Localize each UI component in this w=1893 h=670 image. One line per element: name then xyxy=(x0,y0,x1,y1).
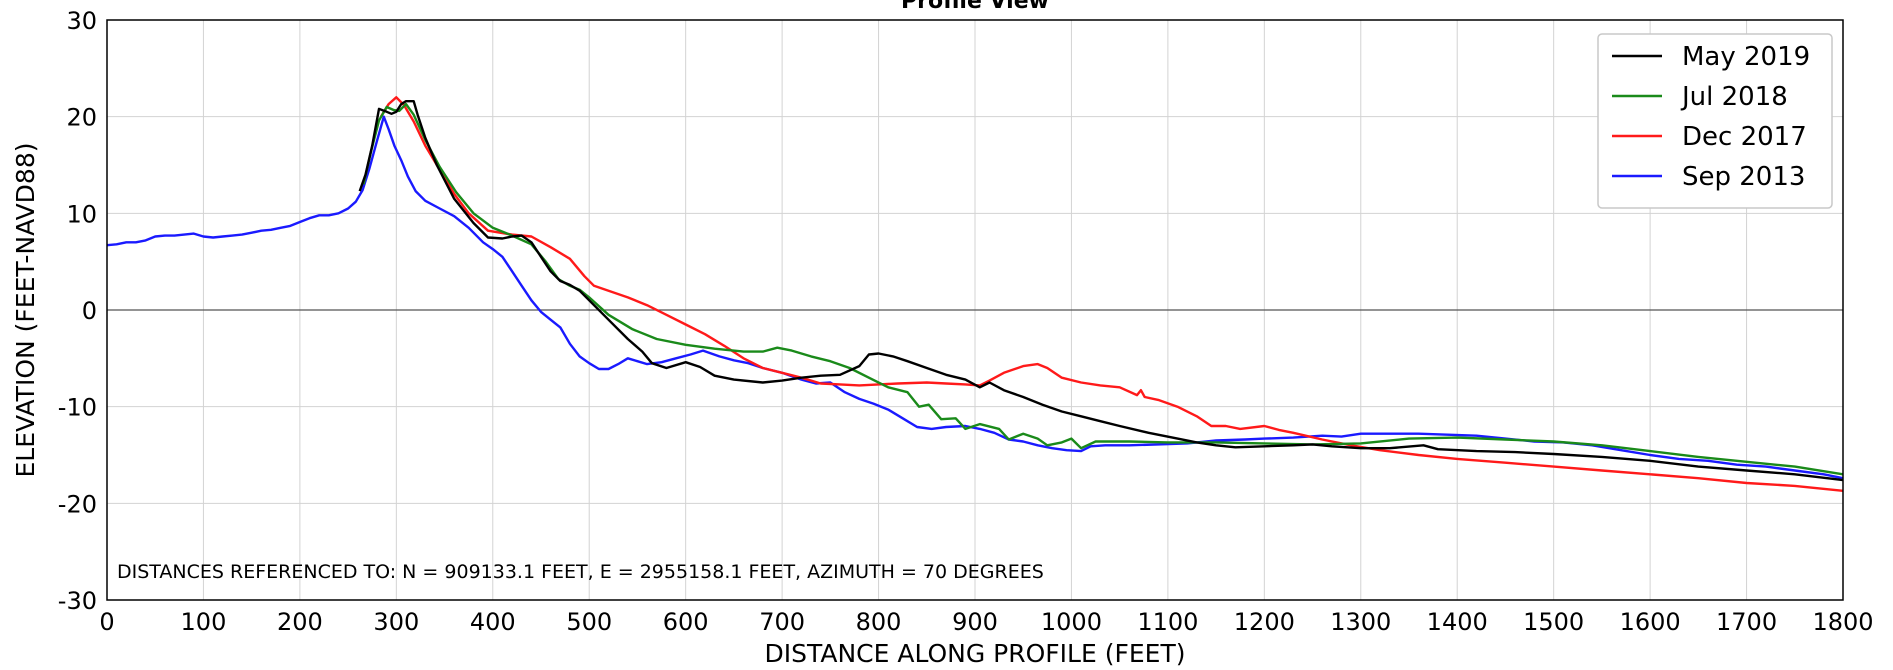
series-lines xyxy=(106,96,1844,492)
y-tick-label: -30 xyxy=(58,587,97,615)
x-tick-label: 1700 xyxy=(1716,608,1777,636)
y-tick-label: 10 xyxy=(66,200,97,228)
y-tick-label: -20 xyxy=(58,490,97,518)
x-tick-label: 800 xyxy=(856,608,902,636)
x-axis-label: DISTANCE ALONG PROFILE (FEET) xyxy=(765,639,1186,668)
x-tick-label: 0 xyxy=(99,608,114,636)
plot-frame xyxy=(106,19,1844,601)
y-axis-label: ELEVATION (FEET-NAVD88) xyxy=(11,143,40,478)
x-tick-label: 300 xyxy=(373,608,419,636)
legend-box xyxy=(1597,33,1833,209)
legend-label: May 2019 xyxy=(1682,42,1810,72)
x-tick-label: 1000 xyxy=(1041,608,1102,636)
x-tick-label: 1300 xyxy=(1330,608,1391,636)
series-line-may-2019 xyxy=(358,99,1844,482)
chart-title: Profile View xyxy=(901,0,1049,14)
x-tick-label: 600 xyxy=(663,608,709,636)
x-tick-label: 1800 xyxy=(1812,608,1873,636)
tick-labels: 0 100 200 300 400 500 600 700 800 900 1000 1100 1200… xyxy=(58,7,1874,636)
x-tick-label: 900 xyxy=(952,608,998,636)
x-tick-label: 1200 xyxy=(1234,608,1295,636)
series-line-dec-2017 xyxy=(379,96,1844,492)
legend-label: Sep 2013 xyxy=(1682,162,1805,192)
x-tick-label: 100 xyxy=(181,608,227,636)
x-tick-label: 1400 xyxy=(1427,608,1488,636)
y-tick-label: -10 xyxy=(58,394,97,422)
x-tick-label: 400 xyxy=(470,608,516,636)
x-tick-label: 1600 xyxy=(1620,608,1681,636)
reference-annotation: DISTANCES REFERENCED TO: N = 909133.1 FE… xyxy=(117,561,1044,583)
x-tick-label: 1100 xyxy=(1137,608,1198,636)
y-tick-label: 20 xyxy=(66,104,97,132)
x-tick-label: 200 xyxy=(277,608,323,636)
x-tick-label: 500 xyxy=(566,608,612,636)
legend-label: Dec 2017 xyxy=(1682,122,1807,152)
legend-label: Jul 2018 xyxy=(1680,82,1788,112)
legend: May 2019 Jul 2018 Dec 2017 Sep 2013 xyxy=(1597,33,1833,209)
x-tick-label: 700 xyxy=(759,608,805,636)
y-tick-label: 30 xyxy=(66,7,97,35)
y-tick-label: 0 xyxy=(82,297,97,325)
x-tick-label: 1500 xyxy=(1523,608,1584,636)
